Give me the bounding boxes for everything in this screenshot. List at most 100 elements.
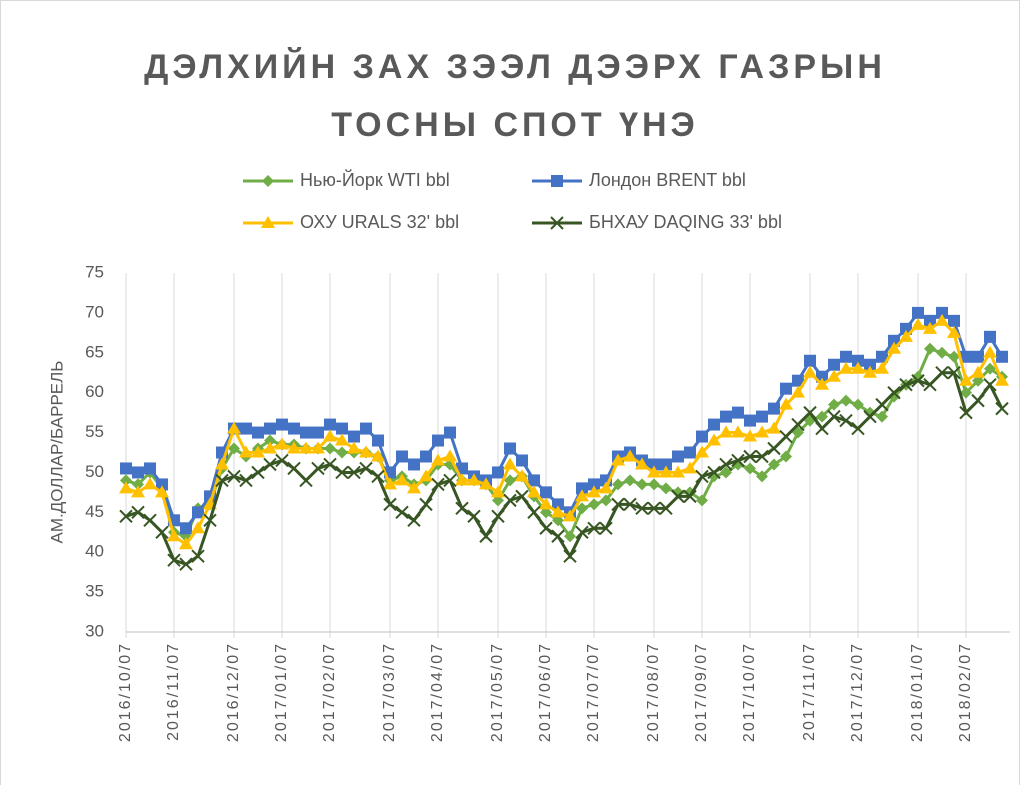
- marker: [767, 441, 781, 456]
- marker: [719, 457, 733, 472]
- marker: [515, 489, 529, 504]
- marker: [719, 425, 733, 438]
- marker: [239, 445, 253, 458]
- y-axis-label: АМ.ДОЛЛАР/БАРРЕЛЬ: [47, 361, 66, 544]
- marker: [503, 457, 517, 470]
- marker: [876, 350, 888, 363]
- marker: [144, 462, 156, 475]
- x-tick-label: 2017/04/07: [429, 642, 446, 742]
- marker: [527, 485, 541, 498]
- marker: [696, 430, 708, 443]
- y-tick-label: 35: [85, 582, 104, 601]
- marker: [983, 377, 997, 392]
- marker: [239, 473, 253, 488]
- marker: [264, 434, 276, 447]
- marker: [120, 474, 132, 487]
- marker: [959, 373, 973, 386]
- marker: [227, 421, 241, 434]
- marker: [611, 453, 625, 466]
- marker: [648, 478, 660, 491]
- marker: [875, 397, 889, 412]
- legend-label: Лондон BRENT bbl: [589, 170, 746, 190]
- marker: [336, 446, 348, 459]
- marker: [299, 473, 313, 488]
- marker: [504, 442, 516, 455]
- marker: [671, 465, 685, 478]
- marker: [635, 501, 649, 516]
- marker: [827, 369, 841, 382]
- marker: [984, 362, 996, 375]
- marker: [455, 473, 469, 486]
- marker: [647, 465, 661, 478]
- y-tick-label: 70: [85, 302, 104, 321]
- marker: [791, 417, 805, 432]
- marker: [792, 374, 804, 387]
- marker: [599, 521, 613, 535]
- marker: [695, 469, 709, 484]
- marker: [948, 350, 960, 363]
- marker: [263, 441, 277, 454]
- marker: [851, 421, 865, 436]
- marker: [203, 513, 217, 528]
- marker: [407, 513, 421, 528]
- marker: [659, 501, 673, 516]
- marker: [876, 410, 888, 423]
- marker: [648, 458, 660, 471]
- marker: [419, 469, 433, 482]
- marker: [120, 462, 132, 475]
- x-tick-label: 2017/02/07: [321, 642, 338, 742]
- marker: [275, 453, 289, 468]
- marker: [840, 350, 852, 363]
- marker: [131, 505, 145, 520]
- marker: [971, 365, 985, 378]
- marker: [947, 366, 961, 380]
- x-tick-label: 2017/01/07: [273, 642, 290, 742]
- marker: [479, 529, 493, 543]
- marker: [935, 366, 949, 380]
- marker: [935, 313, 949, 326]
- marker: [227, 469, 241, 484]
- marker: [924, 342, 936, 355]
- marker: [743, 449, 757, 464]
- marker: [587, 485, 601, 498]
- y-tick-label: 60: [85, 382, 104, 401]
- chart-title: ДЭЛХИЙН ЗАХ ЗЭЭЛ ДЭЭРХ ГАЗРЫН ТОСНЫ СПОТ…: [144, 48, 886, 144]
- marker: [768, 458, 780, 471]
- marker: [371, 469, 385, 484]
- y-tick-label: 50: [85, 462, 104, 481]
- marker: [348, 430, 360, 443]
- marker: [911, 317, 925, 330]
- marker: [743, 429, 757, 442]
- marker: [539, 497, 553, 510]
- marker: [192, 506, 204, 519]
- marker: [912, 306, 924, 319]
- marker: [972, 350, 984, 363]
- x-tick-label: 2017/08/07: [645, 642, 662, 742]
- marker: [959, 405, 973, 420]
- marker: [467, 473, 481, 486]
- marker: [875, 361, 889, 374]
- marker: [251, 465, 265, 480]
- marker: [971, 393, 985, 408]
- marker: [155, 485, 169, 498]
- marker: [767, 421, 781, 434]
- marker: [960, 386, 972, 399]
- marker: [539, 521, 553, 535]
- marker: [780, 382, 792, 395]
- marker: [323, 429, 337, 442]
- series-line: [125, 371, 1004, 566]
- marker: [167, 553, 181, 567]
- marker: [455, 501, 469, 516]
- marker: [660, 482, 672, 495]
- marker: [936, 346, 948, 359]
- marker: [287, 461, 301, 476]
- marker: [119, 509, 133, 524]
- marker: [708, 418, 720, 431]
- marker: [551, 529, 565, 543]
- marker: [731, 425, 745, 438]
- marker: [635, 457, 649, 470]
- marker: [407, 481, 421, 494]
- marker: [599, 481, 613, 494]
